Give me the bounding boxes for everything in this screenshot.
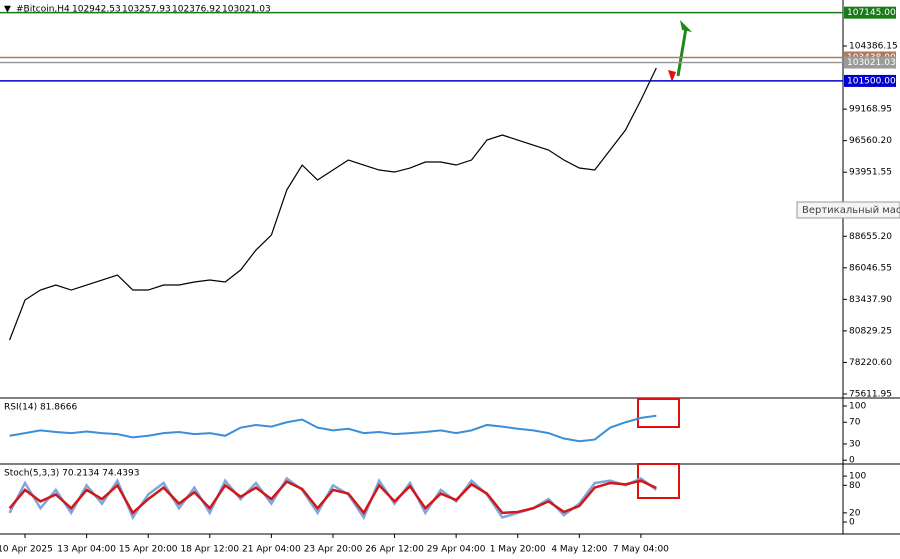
price-label-box [844, 56, 896, 69]
y-tick-label: 80 [849, 481, 861, 491]
panel-title: RSI(14) 81.8666 [4, 403, 77, 413]
y-tick-label: 88655.20 [849, 232, 892, 242]
x-tick-label: 1 May 20:00 [490, 545, 546, 555]
y-tick-label: 0 [849, 518, 855, 528]
y-tick-label: 100 [849, 401, 866, 411]
y-tick-label: 99168.95 [849, 105, 892, 115]
price-label: 107145.00 [847, 8, 896, 18]
highlight-box [637, 398, 680, 428]
chart-title: #Bitcoin,H4 [16, 5, 70, 15]
data-line [8, 476, 658, 521]
y-tick-label: 0 [849, 456, 855, 466]
panel-title: Stoch(5,3,3) 70.2134 74.4393 [4, 469, 139, 479]
price-label-box [844, 74, 896, 87]
x-tick-label: 29 Apr 04:00 [427, 545, 486, 555]
y-tick-label: 70 [849, 418, 861, 428]
tooltip: Вертикальный мас [802, 205, 900, 216]
y-tick-label: 30 [849, 439, 861, 449]
ohlc-value: 102942.53 [72, 5, 121, 15]
data-line [9, 67, 657, 341]
price-label: 101500.00 [847, 76, 896, 86]
y-tick-label: 93951.55 [849, 168, 892, 178]
down-arrow [668, 70, 676, 82]
ohlc-value: 103257.93 [122, 5, 171, 15]
y-tick-label: 86046.55 [849, 263, 892, 273]
x-tick-label: 4 May 12:00 [551, 545, 607, 555]
price-label-box [844, 6, 896, 19]
price-label: 103021.03 [847, 58, 896, 68]
y-tick-label: 75611.95 [849, 389, 892, 399]
ohlc-value: 103021.03 [222, 5, 271, 15]
x-tick-label: 18 Apr 12:00 [180, 545, 239, 555]
x-tick-label: 10 Apr 2025 [0, 545, 53, 555]
y-tick-label: 83437.90 [849, 295, 892, 305]
up-arrow-head [680, 20, 692, 32]
data-line [9, 414, 657, 443]
x-tick-label: 21 Apr 04:00 [242, 545, 301, 555]
x-tick-label: 7 May 04:00 [613, 545, 669, 555]
data-line [8, 479, 657, 516]
x-tick-label: 15 Apr 20:00 [119, 545, 178, 555]
y-tick-label: 100 [849, 472, 866, 482]
x-tick-label: 23 Apr 20:00 [304, 545, 363, 555]
y-tick-label: 104386.15 [849, 42, 898, 52]
x-tick-label: 13 Apr 04:00 [57, 545, 116, 555]
up-arrow [676, 27, 688, 77]
y-tick-label: 96560.20 [849, 136, 892, 146]
ohlc-value: 102376.92 [172, 5, 221, 15]
y-tick-label: 80829.25 [849, 326, 892, 336]
collapse-icon[interactable]: ▼ [4, 5, 11, 15]
y-tick-label: 20 [849, 508, 861, 518]
tooltip-box [796, 201, 900, 219]
x-tick-label: 26 Apr 12:00 [365, 545, 424, 555]
y-tick-label: 78220.60 [849, 358, 892, 368]
